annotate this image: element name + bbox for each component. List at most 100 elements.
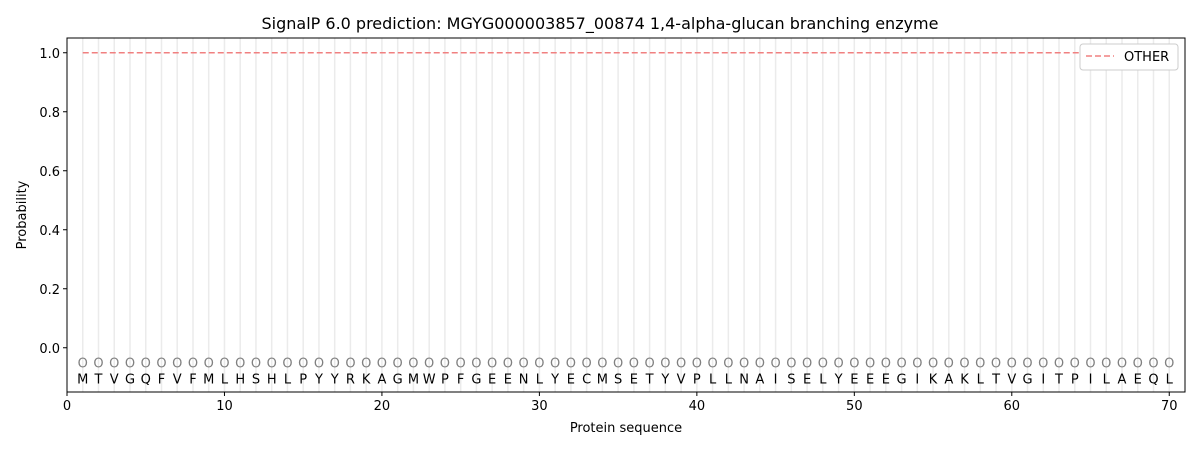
residue-letter: P — [299, 373, 307, 388]
residue-letter: N — [739, 373, 749, 388]
residue-letter: M — [77, 373, 88, 388]
residue-letter: H — [235, 373, 245, 388]
residue-letter: L — [1103, 373, 1111, 388]
prediction-label: O — [723, 357, 733, 372]
prediction-label: O — [330, 357, 340, 372]
residue-letter: T — [94, 373, 103, 388]
prediction-label: O — [314, 357, 324, 372]
y-tick-label: 1.0 — [39, 47, 60, 62]
residue-letter: A — [944, 373, 953, 388]
prediction-label: O — [93, 357, 103, 372]
residue-letter: V — [110, 373, 119, 388]
prediction-label: O — [219, 357, 229, 372]
prediction-label: O — [912, 357, 922, 372]
residue-letter: T — [1054, 373, 1063, 388]
residue-letter: Y — [314, 373, 323, 388]
prediction-label: O — [739, 357, 749, 372]
prediction-label: O — [896, 357, 906, 372]
residue-letter: Y — [330, 373, 339, 388]
residue-letter: E — [504, 373, 512, 388]
residue-letter: Y — [834, 373, 843, 388]
residue-letter: F — [158, 373, 165, 388]
residue-letter: E — [803, 373, 811, 388]
residue-letter: K — [960, 373, 969, 388]
residue-letter: Y — [550, 373, 559, 388]
prediction-label: O — [141, 357, 151, 372]
prediction-label: O — [550, 357, 560, 372]
prediction-label: O — [298, 357, 308, 372]
prediction-label: O — [1101, 357, 1111, 372]
x-tick-label: 70 — [1161, 399, 1178, 414]
residue-letter: R — [346, 373, 355, 388]
prediction-label: O — [660, 357, 670, 372]
plot-frame — [66, 37, 1186, 393]
residue-letter: A — [1118, 373, 1127, 388]
prediction-label: O — [109, 357, 119, 372]
residue-letter: E — [567, 373, 575, 388]
residue-letter: V — [173, 373, 182, 388]
residue-letter: L — [819, 373, 827, 388]
prediction-label: O — [676, 357, 686, 372]
prediction-label: O — [393, 357, 403, 372]
residue-letter: N — [519, 373, 529, 388]
residue-letter: L — [977, 373, 985, 388]
residue-letter: L — [725, 373, 733, 388]
residue-letter: S — [614, 373, 622, 388]
prediction-label: O — [786, 357, 796, 372]
prediction-label: O — [534, 357, 544, 372]
residue-letter: Q — [141, 373, 151, 388]
chart-title: SignalP 6.0 prediction: MGYG000003857_00… — [262, 14, 939, 34]
prediction-label: O — [707, 357, 717, 372]
residue-letter: T — [991, 373, 1000, 388]
prediction-label: O — [487, 357, 497, 372]
residue-letter: S — [787, 373, 795, 388]
x-tick-label: 30 — [531, 399, 548, 414]
prediction-label: O — [833, 357, 843, 372]
prediction-label: O — [377, 357, 387, 372]
residue-letter: G — [125, 373, 135, 388]
prediction-label: O — [282, 357, 292, 372]
residue-letter: S — [252, 373, 260, 388]
residue-letter: T — [645, 373, 654, 388]
y-tick-label: 0.6 — [39, 165, 60, 180]
x-tick-label: 60 — [1004, 399, 1021, 414]
x-tick-label: 0 — [63, 399, 71, 414]
prediction-label: O — [1117, 357, 1127, 372]
residue-letter: F — [457, 373, 464, 388]
residue-letter: P — [693, 373, 701, 388]
prediction-label: O — [1164, 357, 1174, 372]
residue-letter: H — [267, 373, 277, 388]
prediction-label: O — [519, 357, 529, 372]
y-tick-label: 0.8 — [39, 106, 60, 121]
legend-box — [1079, 43, 1179, 71]
residue-letter: V — [1007, 373, 1016, 388]
prediction-label: O — [471, 357, 481, 372]
prediction-label: O — [959, 357, 969, 372]
residue-letter: I — [1041, 373, 1045, 388]
prediction-label: O — [1038, 357, 1048, 372]
residue-letter: P — [441, 373, 449, 388]
prediction-label: O — [440, 357, 450, 372]
residue-letter: K — [362, 373, 371, 388]
prediction-label: O — [613, 357, 623, 372]
prediction-label: O — [1054, 357, 1064, 372]
residue-letter: I — [774, 373, 778, 388]
residue-letter: G — [1022, 373, 1032, 388]
prediction-label: O — [770, 357, 780, 372]
prediction-label: O — [1148, 357, 1158, 372]
x-tick-label: 50 — [846, 399, 863, 414]
prediction-label: O — [172, 357, 182, 372]
prediction-label: O — [235, 357, 245, 372]
prediction-label: O — [408, 357, 418, 372]
residue-letter: A — [755, 373, 764, 388]
prediction-label: O — [597, 357, 607, 372]
residue-letter: M — [203, 373, 214, 388]
residue-letter: I — [915, 373, 919, 388]
residue-letter: K — [929, 373, 938, 388]
prediction-label: O — [1133, 357, 1143, 372]
prediction-label: O — [251, 357, 261, 372]
residue-letter: M — [597, 373, 608, 388]
residue-letter: F — [189, 373, 196, 388]
